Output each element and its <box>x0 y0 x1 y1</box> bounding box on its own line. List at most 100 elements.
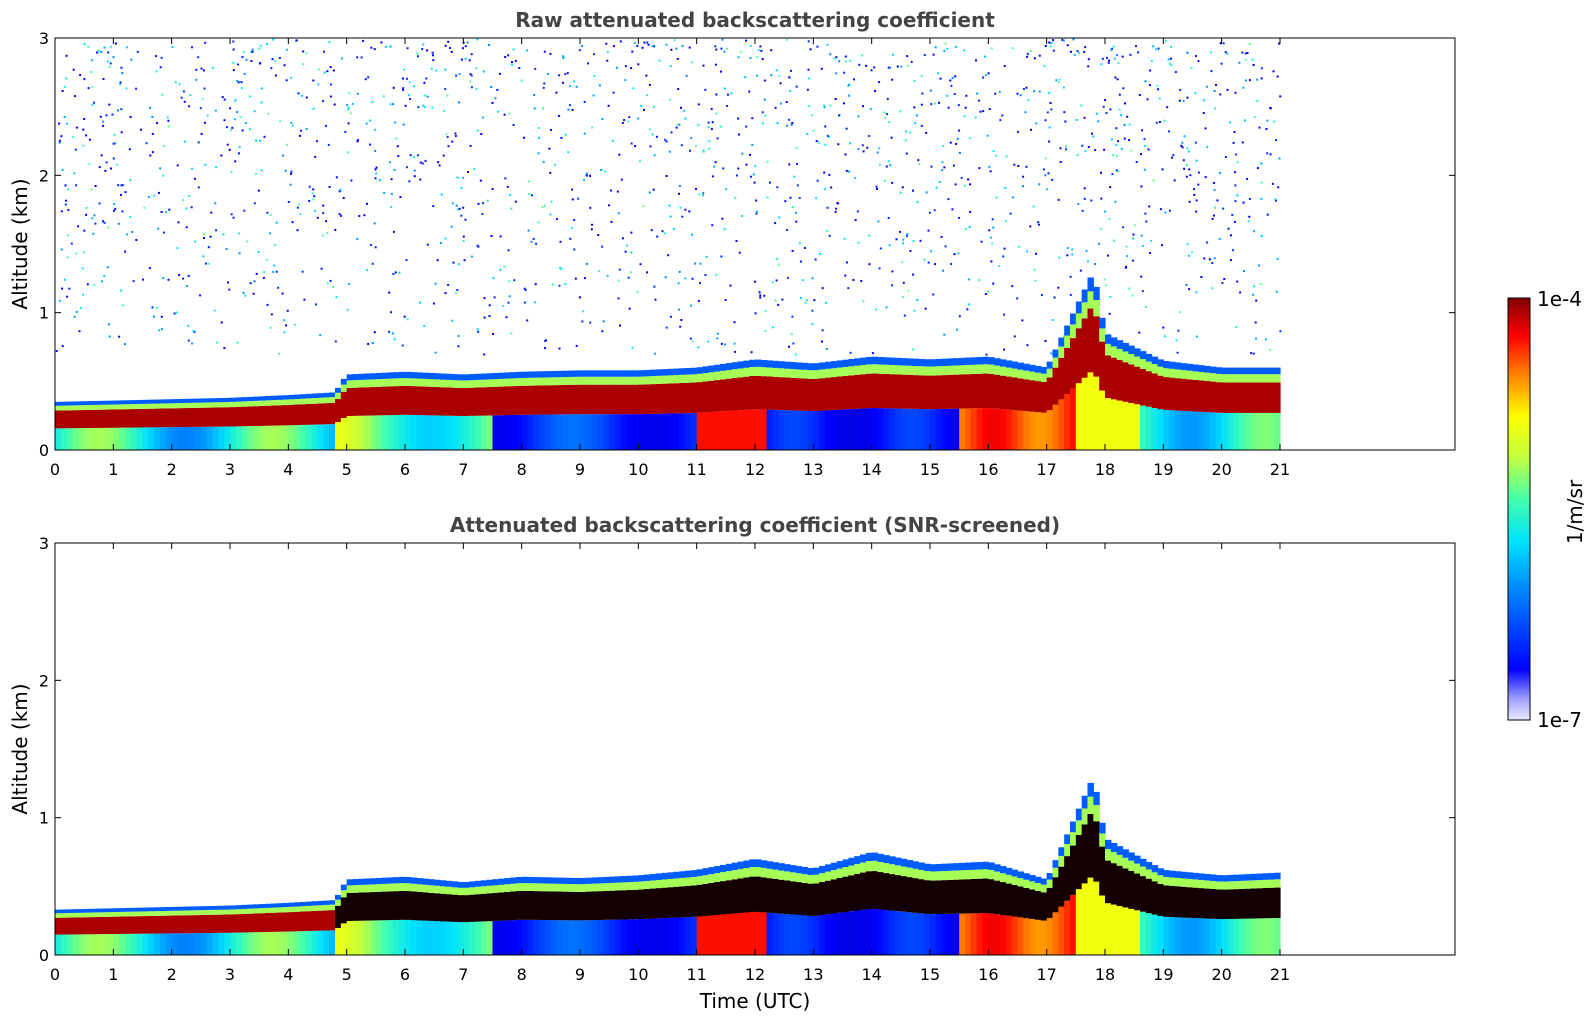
panel-screened-cell <box>1105 839 1112 850</box>
panel-raw-cell <box>650 413 657 450</box>
panel-screened-cell <box>615 919 622 955</box>
panel-raw-cell <box>206 398 214 403</box>
panel-raw-cell <box>550 385 558 415</box>
panel-raw-noise-point <box>1253 285 1255 288</box>
panel-screened-cell <box>842 859 849 868</box>
panel-raw-cell <box>970 408 978 450</box>
panel-screened-cell <box>235 914 243 933</box>
panel-screened-cell <box>1157 915 1164 955</box>
panel-raw-noise-point <box>789 196 792 199</box>
panel-raw-cell <box>323 397 330 404</box>
panel-raw-noise-point <box>1017 165 1020 167</box>
panel-raw-noise-point <box>466 41 469 44</box>
panel-raw-noise-point <box>259 44 262 47</box>
panel-raw-cell <box>434 387 441 416</box>
panel-raw-noise-point <box>442 154 445 157</box>
panel-screened-cell <box>504 878 511 885</box>
panel-raw-noise-point <box>408 180 411 183</box>
panel-screened-cell <box>679 871 686 878</box>
panel-raw-noise-point <box>390 206 393 208</box>
panel-raw-noise-point <box>1035 122 1038 125</box>
panel-screened-cell <box>708 874 715 883</box>
panel-raw-noise-point <box>263 271 266 274</box>
panel-raw-cell <box>1099 328 1106 342</box>
panel-raw-cell <box>591 414 599 450</box>
panel-raw-noise-point <box>482 70 485 73</box>
panel-screened-cell <box>545 883 552 892</box>
panel-raw-cell <box>241 406 249 427</box>
panel-screened-cell <box>142 911 149 917</box>
panel-raw-cell <box>737 361 744 369</box>
panel-screened-cell <box>358 884 365 893</box>
panel-screened-cell <box>819 873 826 883</box>
panel-raw-cell <box>212 426 219 450</box>
panel-raw-noise-point <box>102 220 104 223</box>
panel-raw-noise-point <box>720 47 723 50</box>
panel-raw-cell <box>650 376 657 385</box>
panel-screened-cell <box>340 897 348 924</box>
panel-raw-noise-point <box>61 345 64 348</box>
panel-screened-cell <box>492 885 499 893</box>
panel-screened-cell <box>294 911 301 932</box>
panel-raw-noise-point <box>1033 57 1036 60</box>
panel-raw-cell <box>1157 359 1164 367</box>
panel-raw-cell <box>393 372 400 379</box>
panel-raw-noise-point <box>1003 247 1006 250</box>
panel-raw-noise-point <box>758 291 761 294</box>
panel-screened-cell <box>725 880 733 914</box>
panel-screened-cell <box>766 868 774 879</box>
panel-raw-noise-point <box>119 81 122 84</box>
panel-raw-cell <box>469 415 476 450</box>
panel-raw-noise-point <box>651 45 654 48</box>
panel-raw-noise-point <box>711 175 714 178</box>
panel-raw-noise-point <box>1260 67 1263 70</box>
panel-screened-cell <box>784 871 791 881</box>
panel-raw-noise-point <box>244 294 247 297</box>
panel-raw-noise-point <box>837 202 840 205</box>
panel-raw-cell <box>679 383 686 414</box>
panel-raw-cell <box>790 362 797 370</box>
panel-raw-noise-point <box>103 221 106 224</box>
panel-raw-cell <box>1005 376 1013 410</box>
panel-raw-cell <box>906 365 914 375</box>
panel-raw-noise-point <box>283 331 286 334</box>
panel-raw-cell <box>801 378 809 411</box>
panel-raw-noise-point <box>964 106 967 109</box>
panel-raw-cell <box>1250 382 1258 413</box>
panel-screened-cell <box>655 879 663 889</box>
panel-raw-noise-point <box>933 209 936 212</box>
panel-raw-noise-point <box>289 183 292 186</box>
panel-raw-noise-point <box>1003 65 1006 68</box>
panel-raw-noise-point <box>313 195 316 198</box>
panel-raw-noise-point <box>154 55 157 58</box>
panel-raw-noise-point <box>467 171 469 173</box>
panel-raw-noise-point <box>1077 203 1080 206</box>
panel-raw-cell <box>78 405 85 411</box>
panel-raw-noise-point <box>875 185 878 188</box>
panel-raw-cell <box>556 414 564 450</box>
panel-raw-noise-point <box>70 242 73 245</box>
panel-raw-cell <box>480 373 488 380</box>
panel-raw-noise-point <box>162 231 165 234</box>
panel-raw-noise-point <box>1246 178 1249 180</box>
panel-raw-noise-point <box>568 104 571 107</box>
panel-raw-noise-point <box>583 277 586 280</box>
panel-screened-cell <box>206 906 214 910</box>
panel-screened-cell <box>142 916 149 934</box>
panel-screened-cell <box>778 879 785 914</box>
panel-raw-noise-point <box>1256 78 1259 81</box>
panel-raw-noise-point <box>1046 111 1049 114</box>
panel-raw-noise-point <box>158 329 161 332</box>
panel-raw-cell <box>836 360 844 368</box>
panel-raw-noise-point <box>447 284 450 286</box>
panel-screened-cell <box>661 879 669 888</box>
panel-raw-noise-point <box>83 251 86 254</box>
panel-raw-cell <box>883 364 890 374</box>
panel-raw-noise-point <box>636 290 639 293</box>
panel-screened-cell <box>533 891 540 920</box>
panel-screened-cell <box>171 933 179 955</box>
panel-raw-cell <box>265 405 272 426</box>
panel-raw-noise-point <box>492 277 495 280</box>
panel-raw-noise-point <box>1140 153 1142 156</box>
panel-raw-noise-point <box>552 283 555 286</box>
